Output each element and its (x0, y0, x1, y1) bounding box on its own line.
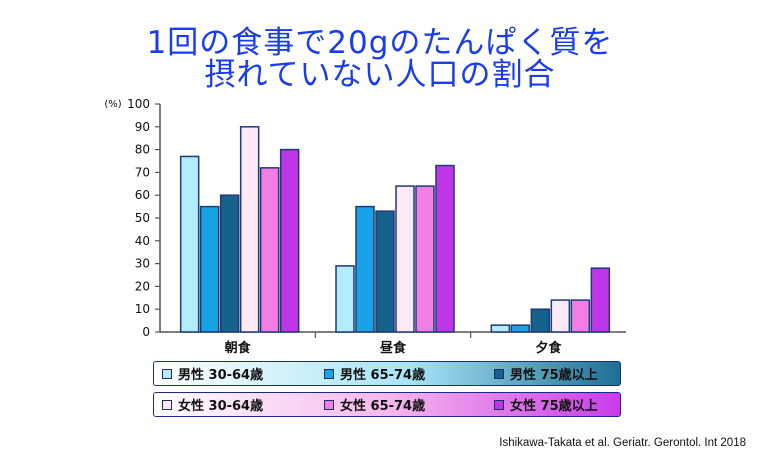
bar (261, 168, 279, 332)
x-tick-label: 昼食 (380, 340, 407, 356)
y-axis-label: (%) (104, 99, 121, 110)
legend-item-male-75-plus: 男性 75歳以上 (494, 364, 598, 383)
bar (201, 207, 219, 332)
y-tick-label: 70 (135, 165, 150, 179)
bar (491, 325, 509, 332)
legend-swatch (324, 369, 334, 379)
y-tick-label: 10 (135, 302, 150, 316)
legend-item-female-30-64: 女性 30-64歳 (162, 395, 263, 414)
legend-label: 女性 75歳以上 (510, 395, 598, 414)
bar (416, 186, 434, 332)
legend-item-male-30-64: 男性 30-64歳 (162, 364, 263, 383)
bar (511, 325, 529, 332)
bar (221, 195, 239, 332)
x-tick-label: 朝食 (225, 340, 252, 356)
y-tick-label: 20 (135, 279, 150, 293)
bar (591, 268, 609, 332)
legend-swatch (324, 400, 334, 410)
y-tick-label: 40 (135, 234, 150, 248)
legend-label: 女性 30-64歳 (178, 395, 263, 414)
bar (551, 300, 569, 332)
legend-swatch (494, 369, 504, 379)
legend-label: 男性 75歳以上 (510, 364, 598, 383)
bar (436, 166, 454, 332)
y-tick-label: 90 (135, 120, 150, 134)
bar (241, 127, 259, 332)
y-tick-label: 50 (135, 211, 150, 225)
bar (181, 156, 199, 332)
bar (571, 300, 589, 332)
bar (281, 150, 299, 332)
y-tick-label: 80 (135, 143, 150, 157)
legend-female: 女性 30-64歳 女性 65-74歳 女性 75歳以上 (153, 392, 621, 417)
legend-label: 男性 65-74歳 (340, 364, 425, 383)
bar (356, 207, 374, 332)
citation: Ishikawa-Takata et al. Geriatr. Gerontol… (499, 437, 746, 449)
legend-item-female-65-74: 女性 65-74歳 (324, 395, 425, 414)
legend-swatch (162, 400, 172, 410)
legend-item-female-75-plus: 女性 75歳以上 (494, 395, 598, 414)
bar (531, 309, 549, 332)
bar (396, 186, 414, 332)
y-tick-label: 30 (135, 257, 150, 271)
y-tick-label: 0 (142, 325, 150, 339)
bar (336, 266, 354, 332)
legend-item-male-65-74: 男性 65-74歳 (324, 364, 425, 383)
legend-male: 男性 30-64歳 男性 65-74歳 男性 75歳以上 (153, 361, 621, 386)
bar (376, 211, 394, 332)
y-tick-label: 60 (135, 188, 150, 202)
legend-label: 男性 30-64歳 (178, 364, 263, 383)
legend-swatch (494, 400, 504, 410)
y-tick-label: 100 (127, 97, 150, 111)
x-tick-label: 夕食 (535, 340, 562, 356)
legend-label: 女性 65-74歳 (340, 395, 425, 414)
legend-swatch (162, 369, 172, 379)
